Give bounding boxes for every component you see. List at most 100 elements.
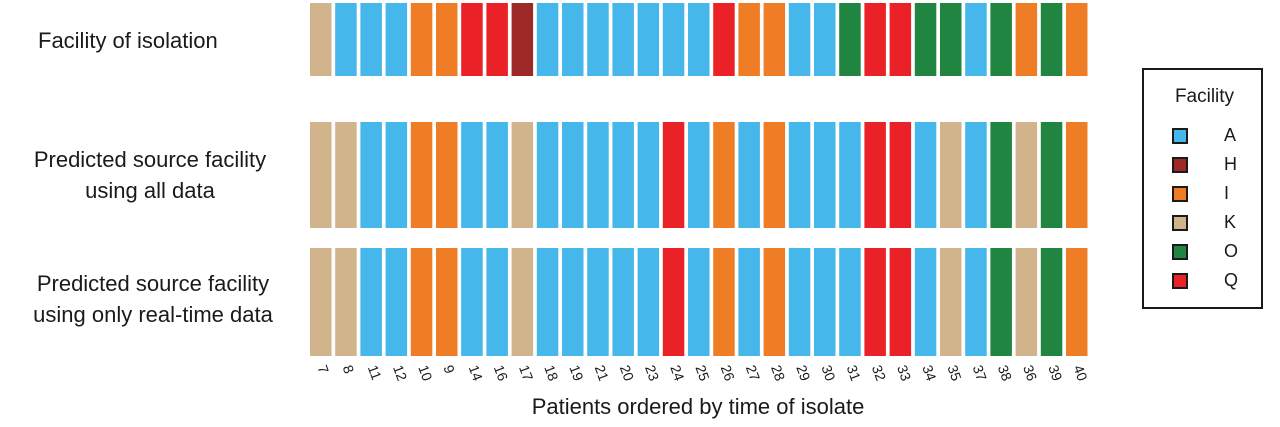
cell-row2-patient-33: [889, 248, 912, 356]
cell-row2-patient-11: [360, 248, 382, 356]
cell-row1-patient-20: [612, 122, 634, 228]
cell-row0-patient-7: [310, 3, 332, 76]
cell-row1-patient-39: [1040, 122, 1063, 228]
cell-row0-patient-27: [738, 3, 760, 76]
cell-row2-patient-37: [965, 248, 987, 356]
cell-row0-patient-23: [637, 3, 660, 76]
cell-row1-patient-25: [688, 122, 710, 228]
cell-row1-patient-26: [713, 122, 735, 228]
cell-row2-patient-12: [385, 248, 408, 356]
cell-row1-patient-36: [1015, 122, 1038, 228]
cell-row0-patient-14: [461, 3, 483, 76]
cell-row1-patient-38: [990, 122, 1012, 228]
legend-swatch: [1172, 244, 1188, 260]
cell-row0-patient-25: [688, 3, 710, 76]
x-tick-label: 40: [1070, 363, 1090, 383]
cell-row1-patient-29: [788, 122, 811, 228]
cell-row1-patient-17: [511, 122, 534, 228]
legend-label: A: [1224, 125, 1237, 145]
cell-row0-patient-38: [990, 3, 1012, 76]
cell-row0-patient-34: [914, 3, 937, 76]
cell-row0-patient-11: [360, 3, 382, 76]
cell-row2-patient-34: [914, 248, 937, 356]
cell-row2-patient-23: [637, 248, 660, 356]
legend-label: I: [1224, 183, 1230, 203]
row-label-line: Predicted source facility: [36, 271, 270, 296]
cell-row0-patient-19: [562, 3, 584, 76]
row-label-predicted-all-data: Predicted source facility using all data: [10, 144, 290, 206]
cell-row1-patient-19: [562, 122, 584, 228]
legend-swatch: [1172, 273, 1188, 289]
legend-swatch: [1172, 215, 1188, 231]
cell-row1-patient-30: [814, 122, 836, 228]
cell-row1-patient-33: [889, 122, 912, 228]
x-tick-label: 23: [642, 363, 662, 383]
cell-row0-patient-9: [436, 3, 458, 76]
cell-row0-patient-20: [612, 3, 634, 76]
cell-row2-patient-36: [1015, 248, 1038, 356]
cell-row1-patient-21: [587, 122, 609, 228]
cell-row2-patient-27: [738, 248, 760, 356]
cell-row0-patient-12: [385, 3, 408, 76]
x-tick-label: 9: [440, 363, 458, 376]
x-tick-label: 39: [1045, 363, 1065, 383]
x-tick-label: 29: [793, 363, 813, 383]
x-tick-label: 24: [667, 363, 687, 383]
legend-swatch: [1172, 186, 1188, 202]
cell-row1-patient-7: [310, 122, 332, 228]
cell-row1-patient-28: [763, 122, 786, 228]
x-tick-label: 28: [768, 363, 788, 383]
cell-row0-patient-40: [1066, 3, 1088, 76]
cell-row0-patient-8: [335, 3, 357, 76]
x-tick-label: 14: [466, 363, 486, 383]
x-tick-label: 36: [1020, 363, 1040, 383]
cell-row0-patient-30: [814, 3, 836, 76]
cell-row2-patient-19: [562, 248, 584, 356]
cell-row2-patient-20: [612, 248, 634, 356]
legend-swatch: [1172, 157, 1188, 173]
x-tick-label: 37: [970, 363, 990, 383]
cell-row1-patient-37: [965, 122, 987, 228]
cell-row2-patient-32: [864, 248, 886, 356]
cell-row0-patient-10: [410, 3, 433, 76]
x-tick-label: 35: [944, 363, 964, 383]
cell-row2-patient-25: [688, 248, 710, 356]
legend-title: Facility: [1174, 86, 1235, 107]
cell-row1-patient-27: [738, 122, 760, 228]
cell-row0-patient-24: [662, 3, 685, 76]
cell-row2-patient-17: [511, 248, 534, 356]
cell-row0-patient-17: [511, 3, 534, 76]
x-tick-label: 18: [541, 363, 561, 383]
cell-row0-patient-21: [587, 3, 609, 76]
cell-row2-patient-21: [587, 248, 609, 356]
cell-row2-patient-35: [940, 248, 962, 356]
cell-row1-patient-32: [864, 122, 886, 228]
cell-row2-patient-31: [839, 248, 861, 356]
x-tick-label: 12: [390, 363, 410, 383]
x-tick-label: 17: [516, 363, 536, 383]
x-tick-label: 16: [491, 363, 511, 383]
cell-row2-patient-16: [486, 248, 508, 356]
cell-row0-patient-36: [1015, 3, 1038, 76]
cell-row0-patient-28: [763, 3, 786, 76]
x-tick-label: 26: [718, 363, 738, 383]
cell-row1-patient-9: [436, 122, 458, 228]
row-label-line: using only real-time data: [33, 302, 273, 327]
cell-row1-patient-23: [637, 122, 660, 228]
row-label-text: Facility of isolation: [38, 28, 218, 53]
x-tick-label: 32: [869, 363, 889, 383]
cell-row1-patient-8: [335, 122, 357, 228]
cell-row0-patient-39: [1040, 3, 1063, 76]
cell-row2-patient-29: [788, 248, 811, 356]
cell-row0-patient-35: [940, 3, 962, 76]
cell-row1-patient-35: [940, 122, 962, 228]
x-tick-label: 27: [743, 363, 763, 383]
x-tick-label: 21: [592, 363, 612, 383]
cell-row2-patient-14: [461, 248, 483, 356]
cell-row2-patient-26: [713, 248, 735, 356]
cell-row1-patient-10: [410, 122, 433, 228]
row-label-predicted-real-time-data: Predicted source facility using only rea…: [10, 268, 296, 330]
